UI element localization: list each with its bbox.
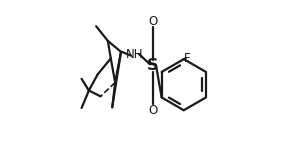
Text: F: F <box>184 52 191 65</box>
Text: O: O <box>149 104 158 117</box>
Text: O: O <box>149 15 158 28</box>
Text: S: S <box>147 58 159 73</box>
Text: NH: NH <box>126 47 144 61</box>
